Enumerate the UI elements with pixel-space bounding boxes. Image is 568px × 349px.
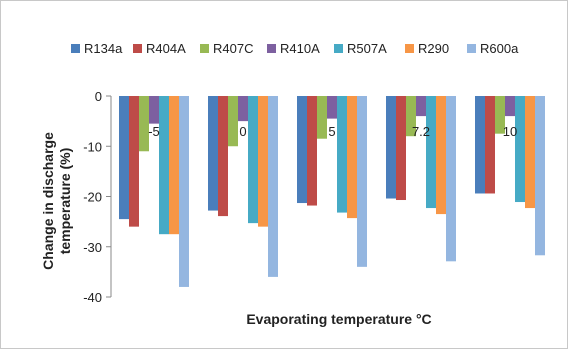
legend-swatch: [405, 44, 414, 53]
bar-r600a-10: [535, 96, 545, 256]
legend-item-r134a: R134a: [71, 41, 123, 56]
bar-r290--5: [169, 96, 179, 235]
bar-r134a-0: [208, 96, 218, 211]
legend-label: R134a: [84, 41, 123, 56]
bar-r134a-5: [297, 96, 307, 204]
bar-r404a-0: [218, 96, 228, 217]
legend-item-r404a: R404A: [133, 41, 186, 56]
bar-r134a-7.2: [386, 96, 396, 199]
bar-r410a-7.2: [416, 96, 426, 117]
y-tick-label: -30: [83, 240, 102, 255]
category-label: 10: [503, 124, 517, 139]
legend-item-r507a: R507A: [334, 41, 387, 56]
bar-r600a--5: [179, 96, 189, 287]
bar-r407c-7.2: [406, 96, 416, 137]
bar-r410a--5: [149, 96, 159, 124]
bar-r290-5: [347, 96, 357, 219]
x-axis-title: Evaporating temperature °C: [246, 311, 431, 327]
bar-r407c--5: [139, 96, 149, 152]
bar-r407c-5: [317, 96, 327, 139]
legend-label: R507A: [347, 41, 387, 56]
bar-r404a-5: [307, 96, 317, 206]
legend-label: R290: [418, 41, 449, 56]
legend-label: R404A: [146, 41, 186, 56]
y-axis-ticks: 0 -10 -20 -30 -40: [83, 89, 111, 305]
legend-label: R410A: [280, 41, 320, 56]
bar-r600a-5: [357, 96, 367, 267]
y-axis-title-line: temperature (%): [57, 148, 73, 255]
legend-swatch: [71, 44, 80, 53]
y-tick-label: 0: [95, 89, 102, 104]
legend: R134a R404A R407C R410A R507A R290 R600a: [71, 41, 519, 56]
legend-item-r410a: R410A: [267, 41, 320, 56]
y-tick-label: -40: [83, 290, 102, 305]
legend-swatch: [334, 44, 343, 53]
legend-label: R600a: [480, 41, 519, 56]
bar-r404a--5: [129, 96, 139, 227]
bar-r407c-0: [228, 96, 238, 147]
y-tick-label: -20: [83, 190, 102, 205]
bar-r507a-0: [248, 96, 258, 224]
bar-r507a-5: [337, 96, 347, 213]
bar-r404a-10: [485, 96, 495, 194]
bar-r410a-10: [505, 96, 515, 117]
bar-r407c-10: [495, 96, 505, 134]
legend-swatch: [267, 44, 276, 53]
bar-r290-0: [258, 96, 268, 227]
bar-r404a-7.2: [396, 96, 406, 201]
category-label: 7.2: [412, 124, 430, 139]
bar-r507a-10: [515, 96, 525, 203]
bars: [119, 96, 545, 287]
bar-r134a--5: [119, 96, 129, 220]
category-label: 5: [328, 124, 335, 139]
legend-swatch: [133, 44, 142, 53]
bar-r290-7.2: [436, 96, 446, 215]
legend-item-r290: R290: [405, 41, 449, 56]
y-tick-label: -10: [83, 139, 102, 154]
legend-item-r600a: R600a: [467, 41, 519, 56]
legend-item-r407c: R407C: [200, 41, 253, 56]
legend-label: R407C: [213, 41, 253, 56]
legend-swatch: [200, 44, 209, 53]
bar-r600a-0: [268, 96, 278, 277]
y-axis-title: Change in dischargetemperature (%): [40, 132, 73, 270]
category-labels: -5 0 5 7.2 10: [148, 124, 517, 139]
category-label: -5: [148, 124, 160, 139]
category-label: 0: [239, 124, 246, 139]
bar-r507a--5: [159, 96, 169, 235]
legend-swatch: [467, 44, 476, 53]
bar-r290-10: [525, 96, 535, 209]
y-axis-title-line: Change in discharge: [40, 132, 56, 270]
bar-r507a-7.2: [426, 96, 436, 209]
bar-r600a-7.2: [446, 96, 456, 262]
bar-r410a-0: [238, 96, 248, 122]
bar-r134a-10: [475, 96, 485, 194]
bar-r410a-5: [327, 96, 337, 119]
